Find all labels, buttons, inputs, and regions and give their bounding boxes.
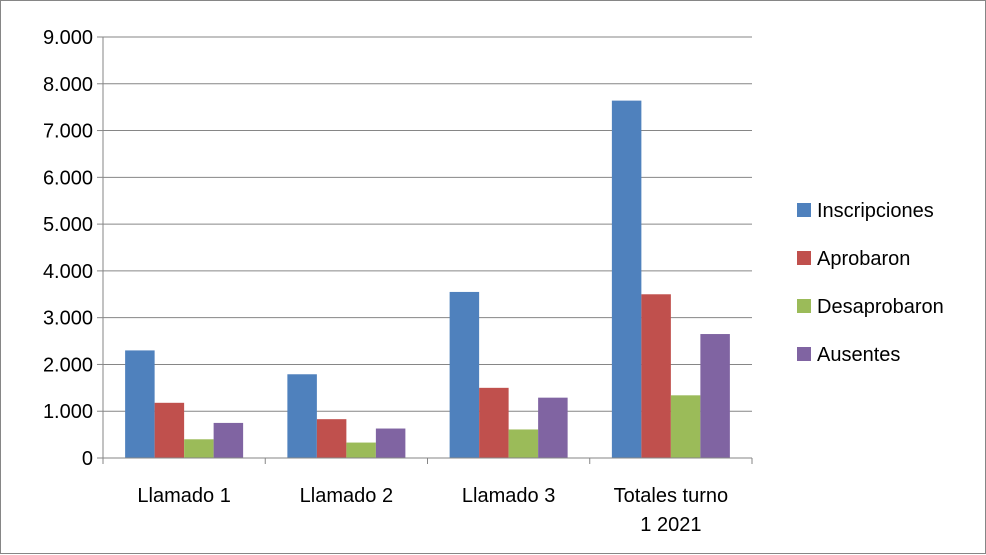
bar-desaprobaron-2 bbox=[346, 443, 376, 458]
bar-ausentes-3 bbox=[538, 398, 568, 458]
x-category-label: Llamado 1 bbox=[137, 485, 230, 507]
y-tick-label: 4.000 bbox=[43, 261, 93, 283]
y-tick-label: 8.000 bbox=[43, 74, 93, 96]
x-category-labels: Llamado 1 Llamado 2 Llamado 3 Totales turno… bbox=[137, 485, 728, 536]
legend-label-aprobaron: Aprobaron bbox=[817, 248, 910, 270]
x-category-label: Totales turno bbox=[614, 485, 729, 507]
x-category-label: 1 2021 bbox=[640, 514, 701, 536]
bar-inscripciones-1 bbox=[125, 350, 155, 458]
bar-aprobaron-1 bbox=[155, 403, 185, 458]
legend-label-desaprobaron: Desaprobaron bbox=[817, 296, 944, 318]
legend-swatch-inscripciones bbox=[797, 203, 811, 217]
y-tick-label: 2.000 bbox=[43, 354, 93, 376]
y-tick-label: 9.000 bbox=[43, 27, 93, 49]
y-tick-label: 1.000 bbox=[43, 401, 93, 423]
x-category-label: Llamado 2 bbox=[300, 485, 393, 507]
y-tick-label: 0 bbox=[82, 448, 93, 470]
y-tick-label: 7.000 bbox=[43, 121, 93, 143]
x-category-label: Llamado 3 bbox=[462, 485, 555, 507]
legend-swatch-desaprobaron bbox=[797, 299, 811, 313]
legend: Inscripciones Aprobaron Desaprobaron Ausent… bbox=[797, 200, 944, 366]
y-tick-label: 5.000 bbox=[43, 214, 93, 236]
y-tick-label: 3.000 bbox=[43, 308, 93, 330]
y-tick-label: 6.000 bbox=[43, 167, 93, 189]
legend-label-ausentes: Ausentes bbox=[817, 344, 900, 366]
legend-label-inscripciones: Inscripciones bbox=[817, 200, 934, 222]
bar-inscripciones-2 bbox=[287, 374, 317, 458]
bar-desaprobaron-4 bbox=[671, 395, 701, 458]
bar-aprobaron-2 bbox=[317, 419, 347, 458]
bars bbox=[125, 101, 730, 458]
bar-desaprobaron-3 bbox=[509, 429, 539, 458]
bar-desaprobaron-1 bbox=[184, 439, 214, 458]
bar-ausentes-2 bbox=[376, 429, 406, 458]
bar-ausentes-4 bbox=[700, 334, 730, 458]
bar-aprobaron-3 bbox=[479, 388, 509, 458]
bar-inscripciones-4 bbox=[612, 101, 642, 458]
bar-inscripciones-3 bbox=[450, 292, 480, 458]
legend-swatch-aprobaron bbox=[797, 251, 811, 265]
bar-aprobaron-4 bbox=[641, 294, 671, 458]
legend-swatch-ausentes bbox=[797, 347, 811, 361]
bar-ausentes-1 bbox=[214, 423, 244, 458]
y-tick-labels: 0 1.000 2.000 3.000 4.000 5.000 6.000 7.000 8.00… bbox=[43, 27, 93, 470]
